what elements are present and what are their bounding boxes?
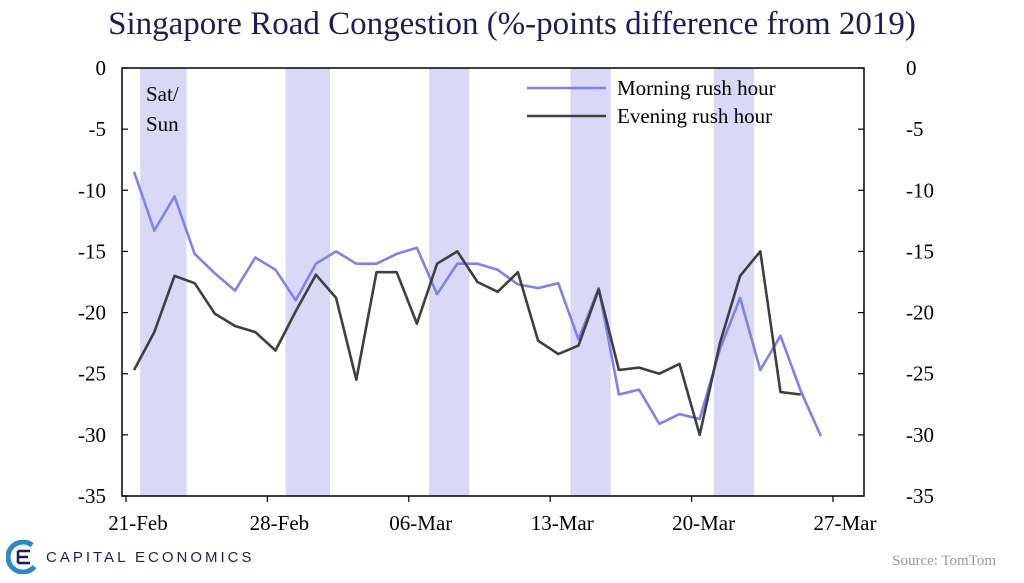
weekend-band-3 — [570, 68, 611, 496]
legend: Morning rush hour Evening rush hour — [527, 76, 776, 128]
weekend-label-line-1: Sun — [146, 112, 179, 136]
legend-label-1: Evening rush hour — [617, 104, 772, 128]
y-tick-label-left: -15 — [78, 239, 106, 263]
y-tick-label-left: -30 — [78, 423, 106, 447]
y-tick-label-right: -30 — [906, 423, 934, 447]
source-note: Source: TomTom — [892, 553, 996, 569]
axis-ticks — [122, 67, 864, 502]
x-tick-label: 13-Mar — [531, 511, 594, 535]
legend-label-0: Morning rush hour — [617, 76, 776, 100]
logo-text: CAPITAL ECONOMICS — [46, 548, 255, 566]
plot-frame — [121, 67, 865, 497]
y-tick-label-right: -5 — [906, 117, 924, 141]
weekend-band-0 — [140, 68, 187, 496]
capital-economics-logo: CAPITAL ECONOMICS — [6, 540, 255, 574]
y-tick-label-right: -20 — [906, 301, 934, 325]
y-tick-label-left: -25 — [78, 362, 106, 386]
y-tick-label-right: 0 — [906, 56, 917, 80]
x-tick-label: 28-Feb — [250, 511, 310, 535]
y-tick-label-left: -35 — [78, 484, 106, 508]
x-axis-labels: 21-Feb 28-Feb 06-Mar 13-Mar 20-Mar 27-Mar — [108, 511, 876, 535]
series-line-1 — [132, 250, 801, 437]
y-tick-label-left: -20 — [78, 301, 106, 325]
x-tick-label: 21-Feb — [108, 511, 168, 535]
chart-title: Singapore Road Congestion (%-points diff… — [108, 6, 916, 42]
y-tick-label-right: -10 — [906, 178, 934, 202]
left-y-axis-labels: 0 -5 -10 -15 -20 -25 -30 -35 — [78, 56, 106, 508]
capital-economics-logo-icon — [6, 540, 40, 574]
weekend-band-4 — [713, 68, 755, 496]
y-tick-label-left: -5 — [89, 117, 107, 141]
y-tick-label-left: 0 — [96, 56, 107, 80]
x-tick-label: 06-Mar — [389, 511, 452, 535]
right-y-axis-labels: 0 -5 -10 -15 -20 -25 -30 -35 — [906, 56, 934, 508]
weekend-bands — [140, 68, 755, 496]
series-line-0 — [132, 171, 823, 437]
series-lines — [132, 171, 823, 437]
weekend-label-line-0: Sat/ — [146, 82, 179, 106]
weekend-band-2 — [429, 68, 470, 496]
x-tick-label: 27-Mar — [814, 511, 877, 535]
y-tick-label-right: -25 — [906, 362, 934, 386]
x-tick-label: 20-Mar — [672, 511, 735, 535]
weekend-annotation: Sat/Sun — [146, 82, 179, 136]
y-tick-label-left: -10 — [78, 178, 106, 202]
y-tick-label-right: -35 — [906, 484, 934, 508]
y-tick-label-right: -15 — [906, 239, 934, 263]
